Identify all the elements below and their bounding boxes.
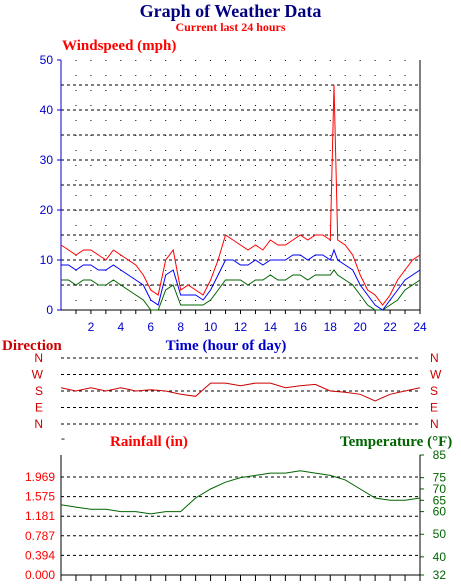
temperature-y-tick-label: 70 (433, 482, 447, 496)
direction-right-tick-label: S (430, 384, 438, 398)
rainfall-y-tick-label: 0.000 (25, 568, 55, 582)
windspeed-x-tick-label: 16 (294, 320, 308, 334)
direction-left-tick-label: E (35, 401, 43, 415)
windspeed-x-tick-label: 20 (353, 320, 367, 334)
direction-left-tick-label: N (34, 351, 43, 365)
temperature-y-tick-label: 75 (433, 471, 447, 485)
rainfall-y-tick-label: 0.787 (25, 529, 55, 543)
rainfall-y-tick-label: 1.181 (25, 509, 55, 523)
direction-left-tick-label: N (34, 417, 43, 431)
temperature-series-line (60, 470, 421, 515)
windspeed-x-label: Time (hour of day) (166, 338, 287, 354)
windspeed-title: Windspeed (mph) (62, 38, 176, 54)
direction-right-tick-label: N (430, 417, 439, 431)
rainfall-y-tick-label: 1.969 (25, 470, 55, 484)
windspeed-x-tick-label: 18 (324, 320, 338, 334)
direction-left-tick-label: S (35, 384, 43, 398)
rainfall-y-tick-label: 0.394 (25, 548, 55, 562)
direction-right-tick-label: E (430, 401, 438, 415)
rainfall-y-tick-label: 1.575 (25, 490, 55, 504)
page-subtitle: Current last 24 hours (175, 20, 286, 34)
direction-right-tick-label: N (430, 351, 439, 365)
temperature-y-tick-label: 65 (433, 493, 447, 507)
direction-title: Direction (2, 338, 62, 354)
rainfall-title: Rainfall (in) (110, 434, 188, 450)
windspeed-x-tick-label: 12 (234, 320, 248, 334)
windspeed-x-tick-label: 2 (88, 320, 95, 334)
windspeed-x-tick-label: 14 (264, 320, 278, 334)
direction-series-line (60, 382, 421, 402)
temperature-y-tick-label: 60 (433, 505, 447, 519)
temperature-y-tick-label: 50 (433, 527, 447, 541)
page-title: Graph of Weather Data (139, 1, 322, 21)
temperature-title: Temperature (°F) (340, 434, 452, 450)
temperature-y-tick-label: 40 (433, 550, 447, 564)
rainfall-top-tick: - (61, 431, 65, 445)
windspeed-y-tick-label: 50 (40, 53, 54, 67)
windspeed-y-tick-label: 20 (40, 203, 54, 217)
windspeed-y-tick-label: 0 (46, 303, 53, 317)
direction-right-tick-label: W (430, 368, 442, 382)
windspeed-x-tick-label: 24 (413, 320, 427, 334)
windspeed-y-tick-label: 30 (40, 153, 54, 167)
windspeed-series-line (61, 269, 421, 311)
temperature-y-tick-label: 32 (433, 568, 447, 582)
windspeed-series-line (60, 84, 421, 306)
windspeed-x-tick-label: 6 (147, 320, 154, 334)
direction-left-tick-label: W (32, 368, 44, 382)
windspeed-y-tick-label: 40 (40, 103, 54, 117)
temperature-y-tick-label: 85 (433, 448, 447, 462)
windspeed-x-tick-label: 8 (177, 320, 184, 334)
windspeed-x-tick-label: 10 (204, 320, 218, 334)
windspeed-x-tick-label: 4 (117, 320, 124, 334)
windspeed-y-tick-label: 10 (40, 253, 54, 267)
windspeed-series-line (61, 248, 421, 311)
windspeed-x-tick-label: 22 (383, 320, 397, 334)
